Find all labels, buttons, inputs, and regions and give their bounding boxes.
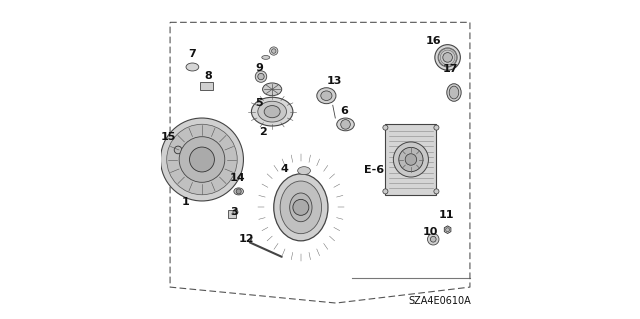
Text: 17: 17: [443, 64, 458, 74]
Ellipse shape: [321, 91, 332, 100]
Ellipse shape: [447, 84, 461, 101]
Text: 15: 15: [161, 132, 176, 142]
Circle shape: [233, 210, 238, 215]
Circle shape: [443, 53, 452, 62]
Ellipse shape: [252, 97, 293, 126]
Text: E-6: E-6: [364, 166, 384, 175]
Polygon shape: [444, 226, 451, 234]
Ellipse shape: [337, 118, 355, 131]
Circle shape: [383, 125, 388, 130]
Circle shape: [445, 228, 449, 232]
Circle shape: [293, 199, 309, 215]
Ellipse shape: [262, 56, 269, 59]
Ellipse shape: [290, 193, 312, 222]
Text: 8: 8: [204, 71, 212, 81]
Circle shape: [438, 48, 457, 67]
Text: 2: 2: [259, 127, 266, 137]
FancyBboxPatch shape: [200, 82, 213, 90]
Ellipse shape: [317, 88, 336, 104]
Text: 6: 6: [340, 107, 348, 116]
Ellipse shape: [298, 167, 310, 175]
Ellipse shape: [234, 188, 243, 195]
Circle shape: [434, 189, 439, 194]
Circle shape: [161, 118, 243, 201]
Ellipse shape: [449, 86, 459, 99]
Circle shape: [383, 189, 388, 194]
Text: 4: 4: [281, 164, 289, 174]
Circle shape: [236, 189, 241, 194]
Text: 7: 7: [189, 49, 196, 59]
Circle shape: [167, 124, 237, 195]
Ellipse shape: [280, 181, 321, 234]
Text: 11: 11: [438, 210, 454, 220]
FancyBboxPatch shape: [385, 124, 436, 195]
Text: SZA4E0610A: SZA4E0610A: [409, 296, 472, 306]
Circle shape: [269, 47, 278, 55]
FancyBboxPatch shape: [228, 210, 236, 218]
Circle shape: [434, 125, 439, 130]
Text: 13: 13: [326, 76, 342, 86]
Circle shape: [189, 147, 214, 172]
Text: 16: 16: [426, 36, 441, 46]
Ellipse shape: [186, 63, 199, 71]
Circle shape: [174, 146, 182, 154]
Text: 3: 3: [230, 207, 237, 217]
Ellipse shape: [264, 106, 280, 118]
Text: 1: 1: [181, 197, 189, 207]
Text: 12: 12: [239, 234, 254, 244]
Ellipse shape: [274, 174, 328, 241]
Text: 14: 14: [229, 174, 245, 183]
Circle shape: [179, 137, 225, 182]
Text: 9: 9: [255, 63, 263, 73]
Circle shape: [255, 71, 267, 82]
Circle shape: [405, 154, 417, 165]
Circle shape: [340, 120, 350, 129]
Text: 10: 10: [422, 227, 438, 237]
Circle shape: [428, 234, 439, 245]
Ellipse shape: [262, 83, 282, 96]
Circle shape: [399, 147, 423, 172]
Text: 5: 5: [255, 99, 263, 108]
Circle shape: [394, 142, 428, 177]
Circle shape: [258, 73, 264, 80]
Circle shape: [435, 45, 460, 70]
Circle shape: [430, 236, 436, 242]
Circle shape: [271, 49, 276, 53]
Ellipse shape: [258, 101, 287, 122]
